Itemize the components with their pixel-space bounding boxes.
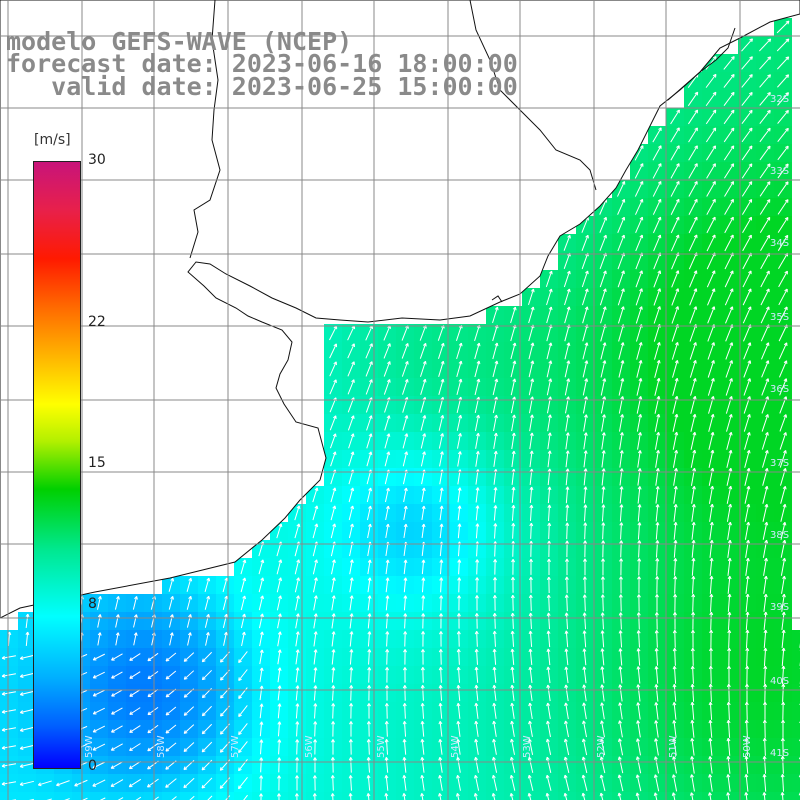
wind-cell bbox=[18, 792, 36, 800]
latitude-label: 36S bbox=[770, 384, 789, 395]
wind-cell bbox=[576, 792, 594, 800]
latitude-label: 37S bbox=[770, 458, 789, 469]
wind-cell bbox=[792, 774, 800, 792]
longitude-label: 58W bbox=[156, 735, 167, 758]
latitude-label: 38S bbox=[770, 530, 789, 541]
wind-cell bbox=[792, 756, 800, 774]
latitude-label: 34S bbox=[770, 238, 789, 249]
wind-cell bbox=[630, 792, 648, 800]
wind-cell bbox=[792, 792, 800, 800]
wind-cell bbox=[90, 792, 108, 800]
colorbar-tick: 30 bbox=[88, 152, 106, 168]
latitude-label: 40S bbox=[770, 676, 789, 687]
latitude-label: 33S bbox=[770, 166, 789, 177]
wind-cell bbox=[522, 792, 540, 800]
wind-cell bbox=[108, 792, 126, 800]
wind-cell bbox=[792, 630, 800, 648]
latitude-label: 32S bbox=[770, 94, 789, 105]
wind-cell bbox=[792, 648, 800, 666]
colorbar-tick: 15 bbox=[88, 455, 106, 471]
longitude-label: 53W bbox=[522, 735, 533, 758]
longitude-label: 54W bbox=[450, 735, 461, 758]
latitude-label: 39S bbox=[770, 602, 789, 613]
wind-cell bbox=[612, 792, 630, 800]
valid-date: valid date: 2023-06-25 15:00:00 bbox=[6, 75, 518, 99]
wind-cell bbox=[540, 792, 558, 800]
longitude-label: 59W bbox=[84, 735, 95, 758]
wind-cell bbox=[792, 684, 800, 702]
wind-cell bbox=[792, 738, 800, 756]
wind-cell bbox=[198, 792, 216, 800]
colorbar-tick: 0 bbox=[88, 758, 97, 774]
longitude-label: 52W bbox=[596, 735, 607, 758]
wind-cell bbox=[792, 720, 800, 738]
latitude-label: 35S bbox=[770, 312, 789, 323]
wind-cell bbox=[594, 792, 612, 800]
wind-cell bbox=[558, 792, 576, 800]
wind-cell bbox=[180, 792, 198, 800]
longitude-label: 55W bbox=[376, 735, 387, 758]
latitude-label: 41S bbox=[770, 748, 789, 759]
wind-cell bbox=[504, 792, 522, 800]
wind-cell bbox=[126, 792, 144, 800]
longitude-label: 50W bbox=[742, 735, 753, 758]
wind-cell bbox=[792, 666, 800, 684]
wind-cell bbox=[0, 792, 18, 800]
colorbar bbox=[33, 161, 81, 769]
wind-cell bbox=[234, 792, 252, 800]
wind-cell bbox=[216, 792, 234, 800]
colorbar-tick: 22 bbox=[88, 314, 106, 330]
colorbar-unit: [m/s] bbox=[34, 132, 71, 148]
colorbar-tick: 8 bbox=[88, 596, 97, 612]
wind-cell bbox=[144, 792, 162, 800]
longitude-label: 51W bbox=[668, 735, 679, 758]
wind-cell bbox=[792, 702, 800, 720]
longitude-label: 57W bbox=[230, 735, 241, 758]
longitude-label: 56W bbox=[304, 735, 315, 758]
wind-cell bbox=[486, 792, 504, 800]
wind-cell bbox=[162, 792, 180, 800]
